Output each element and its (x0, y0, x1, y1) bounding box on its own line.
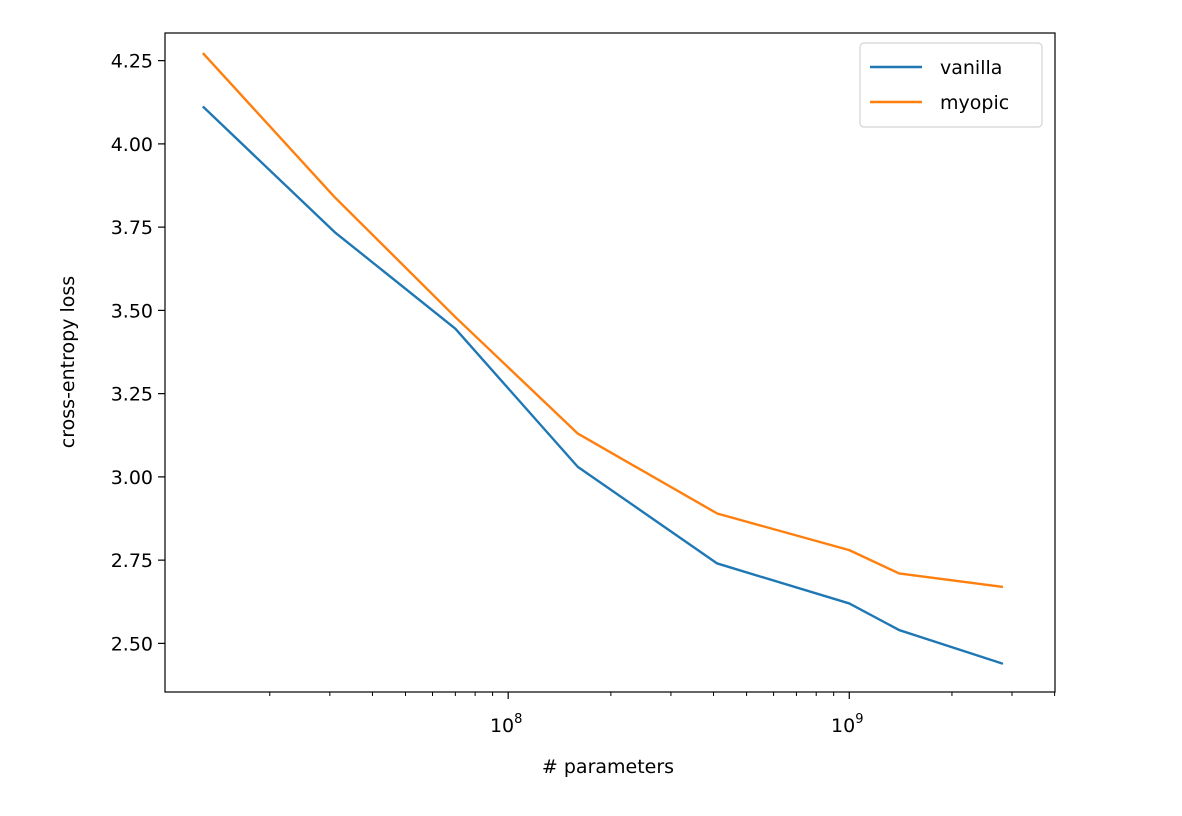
y-tick-label: 3.25 (111, 384, 153, 406)
y-tick-label: 3.75 (111, 217, 153, 239)
y-tick-label: 4.00 (111, 134, 153, 156)
y-tick-label: 4.25 (111, 51, 153, 73)
x-tick-label: 108 (490, 712, 522, 737)
y-tick-label: 3.00 (111, 467, 153, 489)
legend-label-vanilla: vanilla (940, 57, 1002, 79)
y-axis-label: cross-entropy loss (57, 276, 79, 448)
legend-label-myopic: myopic (940, 92, 1009, 114)
x-axis-ticks: 108 109 (490, 692, 864, 737)
y-tick-label: 3.50 (111, 300, 153, 322)
series-line-myopic (201, 52, 1004, 589)
legend: vanilla myopic (859, 42, 1043, 128)
x-tick-label: 109 (831, 712, 863, 737)
series-line-vanilla (201, 105, 1004, 665)
plot-frame (164, 32, 1056, 693)
y-tick-label: 2.75 (111, 550, 153, 572)
y-axis-ticks: 2.50 2.75 3.00 3.25 3.50 3.75 4.00 4.25 (111, 51, 165, 655)
x-axis-label: # parameters (542, 756, 674, 778)
series-lines (201, 52, 1004, 665)
y-tick-label: 2.50 (111, 633, 153, 655)
plot-area (165, 33, 1055, 692)
legend-box (859, 42, 1043, 128)
x-minor-ticks (269, 692, 1056, 696)
